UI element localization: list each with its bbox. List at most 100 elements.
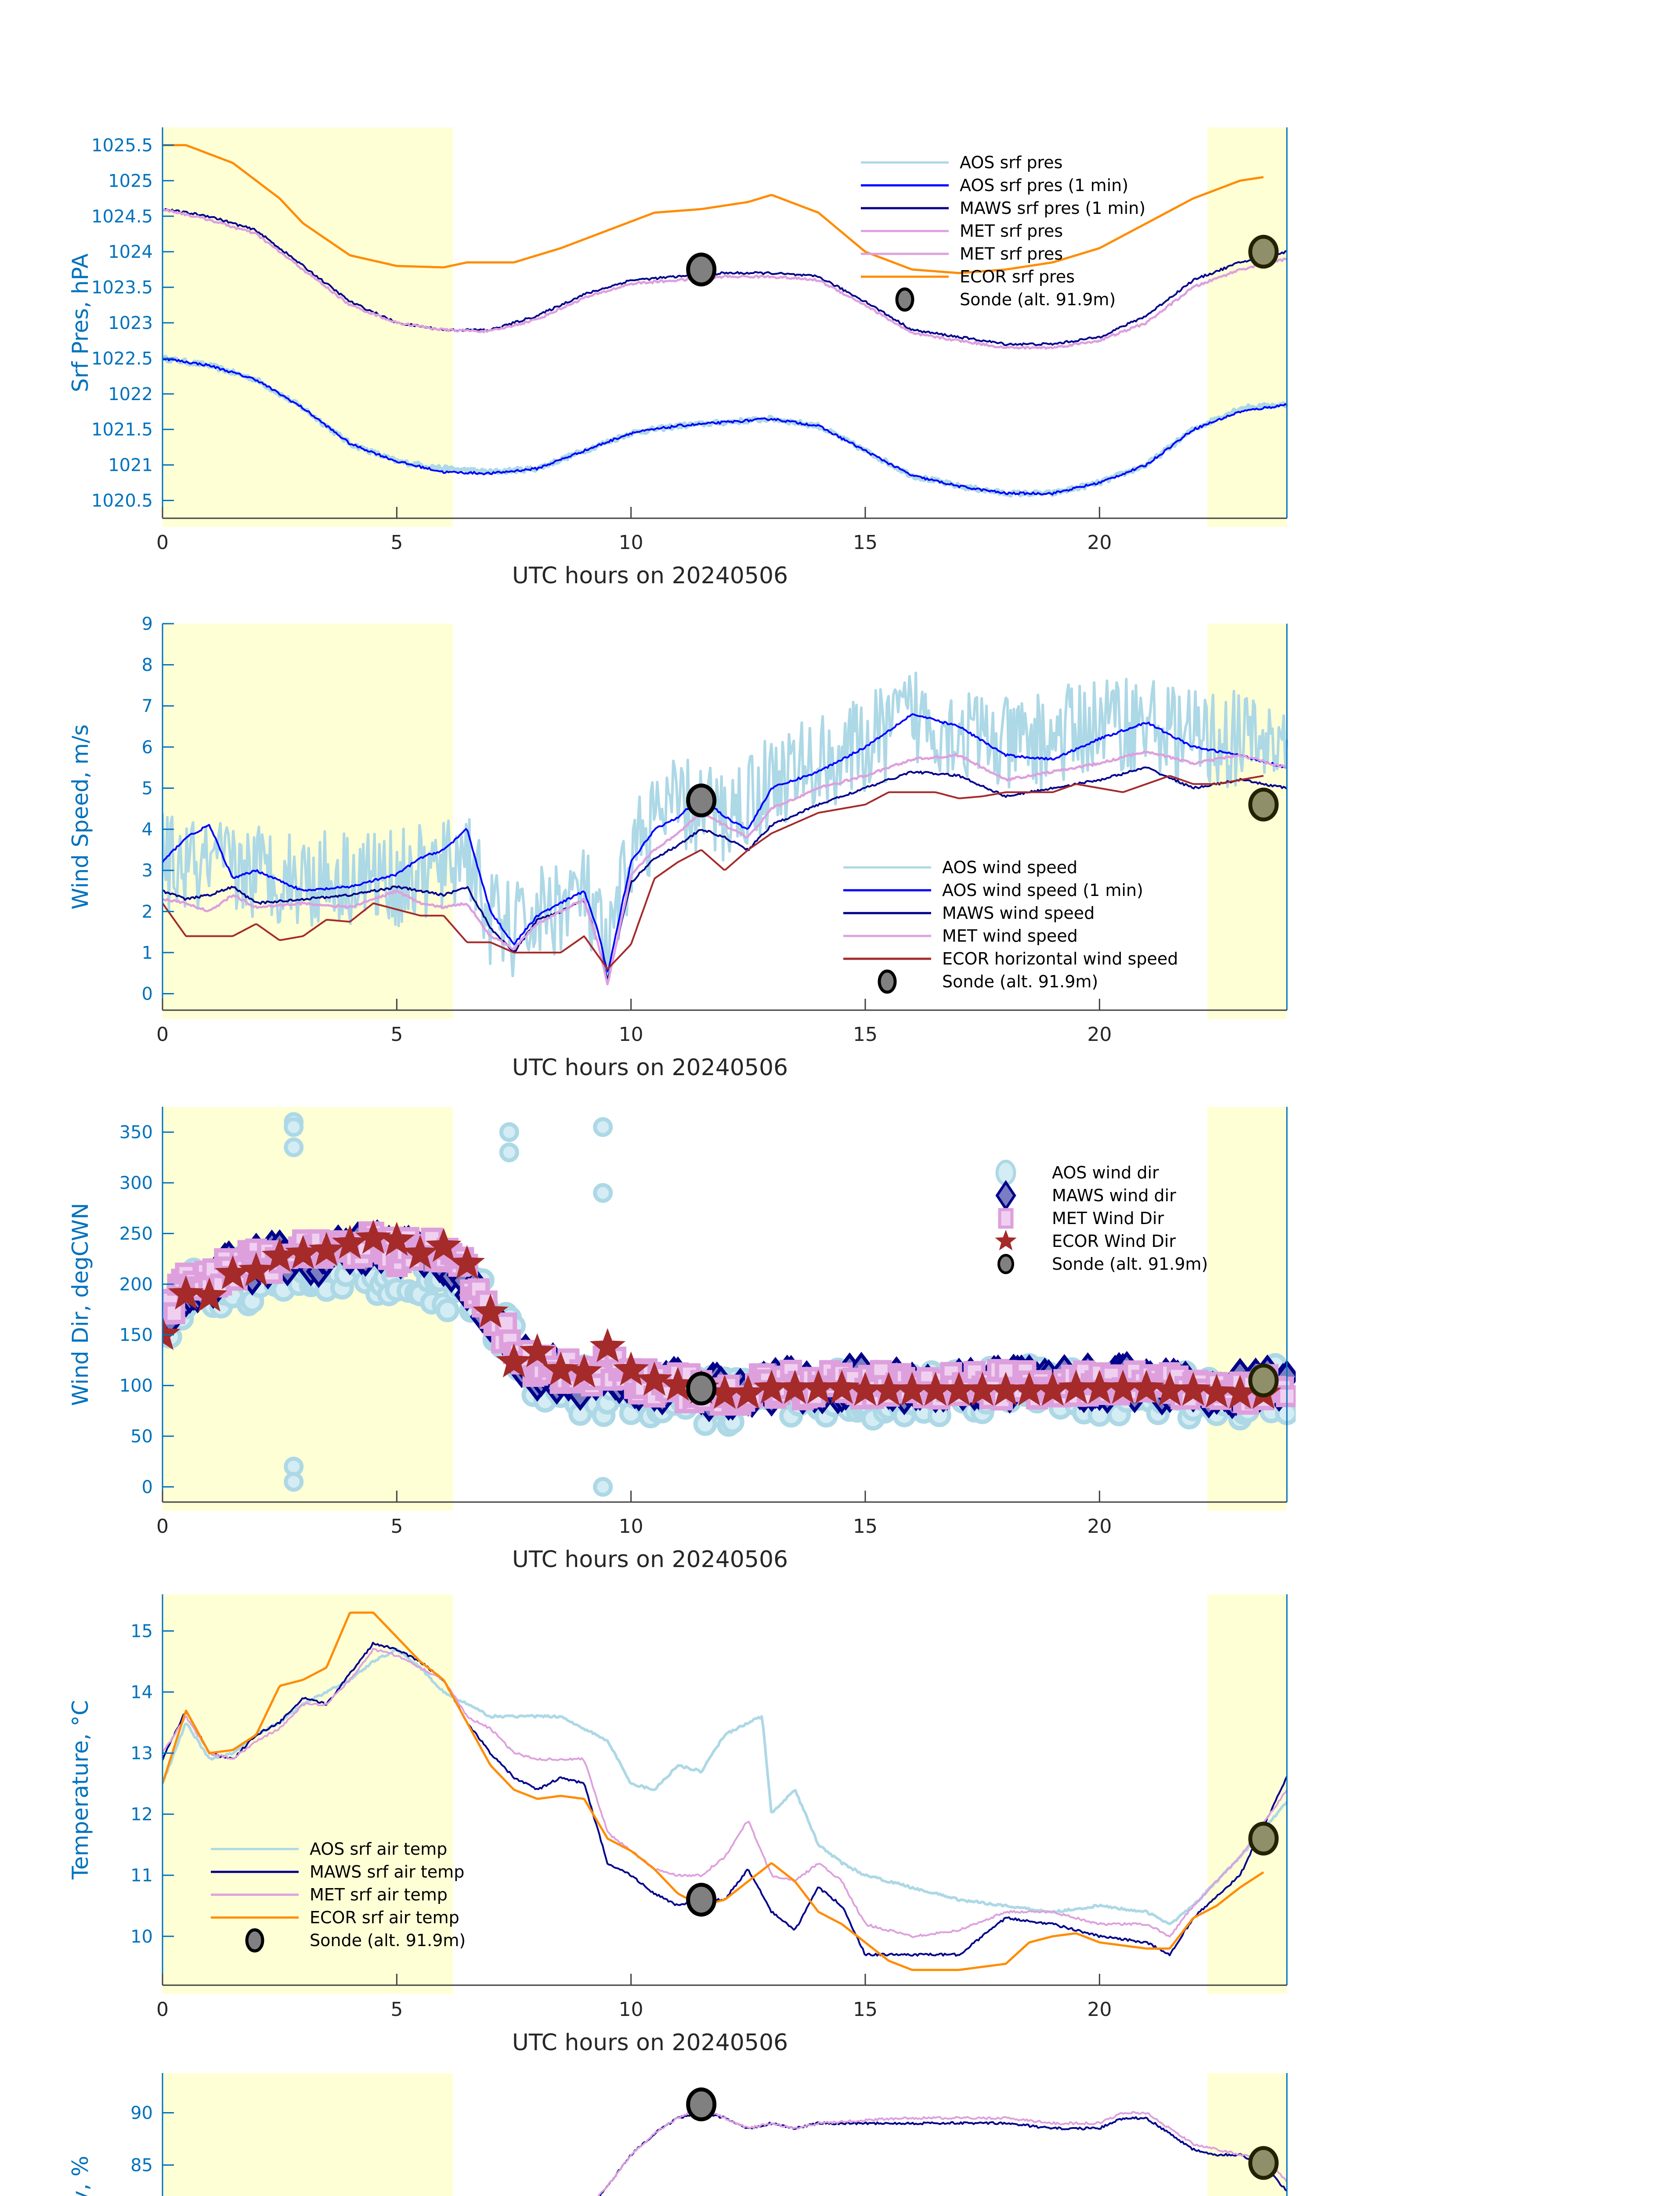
legend-marker xyxy=(997,1254,1014,1274)
legend-label: AOS srf pres (1 min) xyxy=(960,176,1128,195)
data-point xyxy=(472,1293,509,1328)
legend-label: Sonde (alt. 91.9m) xyxy=(310,1931,466,1950)
data-point xyxy=(636,1362,672,1396)
data-point xyxy=(284,1117,304,1137)
x-tick-label: 5 xyxy=(390,1998,403,2021)
y-tick-label: 200 xyxy=(119,1275,153,1295)
data-point xyxy=(496,1343,532,1378)
y-tick-label: 3 xyxy=(142,861,153,881)
data-point xyxy=(589,1328,626,1362)
series-sonde xyxy=(686,235,1279,287)
panel-wind_dir: 0 50 100 150 200 250 300 350 0 5 10 15 20 UTC hours o… xyxy=(68,1107,1296,1573)
series-aos-wind-speed-1-min- xyxy=(163,713,1287,973)
x-tick-label: 10 xyxy=(619,1998,643,2021)
night-shading xyxy=(1207,1107,1287,1511)
y-tick-label: 14 xyxy=(130,1683,153,1703)
series-line xyxy=(163,775,1264,970)
series-line xyxy=(163,750,1288,986)
legend-label: AOS wind speed xyxy=(942,858,1077,877)
series-line xyxy=(163,208,1287,347)
series-met-rh xyxy=(597,2106,1288,2196)
legend-label: MAWS wind dir xyxy=(1052,1186,1176,1205)
sonde-point xyxy=(686,253,717,287)
y-tick-label: 1020.5 xyxy=(91,491,153,511)
night-shading xyxy=(163,2073,453,2196)
x-tick-label: 0 xyxy=(156,1998,169,2021)
y-tick-label: 1023 xyxy=(108,313,153,333)
legend-label: AOS wind speed (1 min) xyxy=(942,881,1143,900)
y-tick-label: 1024 xyxy=(108,242,153,262)
series-sonde xyxy=(686,1363,1279,1406)
y-tick-label: 1022.5 xyxy=(91,349,153,369)
data-point xyxy=(593,1117,613,1137)
y-tick-label: 50 xyxy=(130,1427,153,1447)
legend-label: MET srf pres xyxy=(960,221,1063,241)
night-shading xyxy=(163,1594,453,1994)
series-maws-wind-speed xyxy=(163,766,1288,981)
plot-area xyxy=(163,672,1288,986)
legend-label: AOS wind dir xyxy=(1052,1163,1159,1182)
y-tick-label: 1 xyxy=(142,943,153,963)
y-tick-label: 250 xyxy=(119,1224,153,1244)
y-tick-label: 1025.5 xyxy=(91,135,153,155)
x-tick-label: 0 xyxy=(156,531,169,554)
legend: AOS wind dir MAWS wind dir MET Wind Dir ECO… xyxy=(995,1159,1208,1274)
y-tick-label: 1023.5 xyxy=(91,278,153,298)
legend-marker xyxy=(878,969,897,994)
x-tick-label: 5 xyxy=(390,1023,403,1046)
y-axis-label: Temperature, °C xyxy=(68,1700,93,1880)
x-tick-label: 20 xyxy=(1087,1023,1112,1046)
y-tick-label: 1024.5 xyxy=(91,206,153,227)
plot-area xyxy=(163,144,1289,498)
data-point xyxy=(435,1298,459,1322)
y-tick-label: 8 xyxy=(142,655,153,675)
x-tick-label: 15 xyxy=(853,1515,878,1538)
panel-wind_speed: 0 1 2 3 4 5 6 7 8 9 0 5 10 15 20 UTC hours on 20240506 W… xyxy=(68,614,1288,1081)
y-tick-label: 5 xyxy=(142,778,153,798)
legend-label: Sonde (alt. 91.9m) xyxy=(1052,1254,1208,1274)
plot-area xyxy=(597,2087,1288,2196)
data-point xyxy=(1128,1369,1164,1404)
x-tick-label: 15 xyxy=(853,1998,878,2021)
panel-rh: 6065707580859005101520UTC hours on 20240… xyxy=(68,2073,1288,2196)
data-point xyxy=(284,1137,304,1157)
data-point xyxy=(284,1472,304,1492)
y-axis-label: Wind Dir, degCWN xyxy=(68,1203,93,1406)
x-tick-label: 5 xyxy=(390,1515,403,1538)
legend-label: ECOR horizontal wind speed xyxy=(942,949,1178,968)
series-ecor-srf-pres xyxy=(163,144,1264,274)
x-tick-label: 10 xyxy=(619,1023,643,1046)
series-line xyxy=(597,2106,1288,2196)
legend: AOS srf pres AOS srf pres (1 min) MAWS srf… xyxy=(861,153,1145,312)
y-axis-label: Srf Pres, hPA xyxy=(68,253,93,392)
sonde-point xyxy=(686,1882,717,1917)
series-ecor-horizontal-wind-speed xyxy=(163,775,1264,970)
sonde-point xyxy=(1248,2146,1279,2180)
series-met-srf-pres xyxy=(163,208,1288,350)
sonde-point xyxy=(1248,1821,1279,1856)
x-tick-label: 15 xyxy=(853,531,878,554)
x-tick-label: 15 xyxy=(853,1023,878,1046)
series-aos-wind-speed xyxy=(163,672,1288,982)
legend-label: MAWS srf pres (1 min) xyxy=(960,199,1145,218)
night-shading xyxy=(1207,624,1287,1019)
legend-label: MET Wind Dir xyxy=(1052,1209,1164,1228)
sonde-point xyxy=(1248,235,1279,269)
legend-marker xyxy=(995,1230,1017,1250)
legend-label: AOS srf air temp xyxy=(310,1839,447,1859)
y-tick-label: 10 xyxy=(130,1927,153,1947)
y-tick-label: 0 xyxy=(142,1477,153,1497)
x-axis-label: UTC hours on 20240506 xyxy=(512,1055,788,1081)
legend-label: Sonde (alt. 91.9m) xyxy=(960,290,1116,309)
y-axis-label: Wind Speed, m/s xyxy=(68,724,93,910)
data-point xyxy=(499,1142,519,1163)
y-tick-label: 1025 xyxy=(108,171,153,191)
sonde-point xyxy=(686,1372,717,1406)
series-line xyxy=(163,144,1264,274)
series-sonde xyxy=(686,2087,1279,2180)
data-point xyxy=(426,1228,462,1262)
data-point xyxy=(542,1351,579,1386)
y-tick-label: 2 xyxy=(142,902,153,922)
x-tick-label: 10 xyxy=(619,531,643,554)
